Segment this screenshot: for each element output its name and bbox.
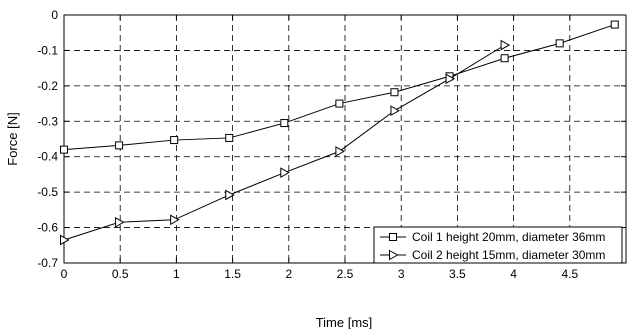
y-tick-label: -0.3	[37, 114, 58, 128]
data-point-triangle	[445, 73, 456, 85]
data-point-square	[335, 99, 344, 108]
data-point-square	[610, 20, 619, 29]
legend-label: Coil 1 height 20mm, diameter 36mm	[412, 230, 605, 244]
y-tick-label: 0	[51, 8, 58, 22]
data-point-square	[389, 233, 397, 241]
legend-box	[373, 226, 623, 264]
data-point-square	[555, 39, 564, 48]
x-tick-label: 4.5	[561, 267, 578, 281]
series-line	[63, 24, 615, 151]
data-point-triangle	[225, 189, 235, 201]
x-tick-label: 3.5	[449, 267, 466, 281]
data-point-square	[500, 54, 509, 63]
y-tick-label: -0.1	[37, 43, 58, 57]
series-line	[63, 44, 505, 241]
data-point-square	[115, 141, 124, 150]
y-tick-label: -0.2	[37, 79, 58, 93]
x-tick-label: 2	[285, 267, 292, 281]
y-tick-label: -0.5	[37, 185, 58, 199]
y-tick-label: -0.4	[37, 150, 58, 164]
series-2	[60, 39, 511, 246]
y-axis-title: Force [N]	[5, 112, 20, 165]
x-axis-title: Time [ms]	[316, 315, 373, 329]
data-point-triangle	[500, 39, 511, 51]
legend: Coil 1 height 20mm, diameter 36mm Coil 2 …	[373, 226, 623, 264]
x-tick-label: 1	[173, 267, 180, 281]
series-1	[60, 20, 619, 154]
data-point-triangle	[60, 234, 70, 246]
data-point-square	[60, 145, 68, 154]
y-axis: 0 -0.1 -0.2 -0.3 -0.4 -0.5 -0.6 -0.7	[37, 8, 626, 270]
x-tick-label: 1.5	[224, 267, 241, 281]
data-point-triangle	[170, 214, 180, 226]
x-axis: 0 0.5 1 1.5 2 2.5 3 3.5 4 4.5	[61, 15, 578, 281]
legend-item-1: Coil 1 height 20mm, diameter 36mm	[380, 230, 605, 244]
legend-label: Coil 2 height 15mm, diameter 30mm	[412, 248, 605, 262]
data-point-square	[225, 133, 234, 142]
y-tick-label: -0.6	[37, 221, 58, 235]
data-point-square	[280, 119, 289, 128]
grid-lines	[64, 15, 626, 263]
data-point-triangle	[389, 249, 399, 261]
series-group	[60, 20, 619, 246]
legend-item-2: Coil 2 height 15mm, diameter 30mm	[380, 248, 605, 262]
x-tick-label: 0	[61, 267, 68, 281]
x-tick-label: 0.5	[112, 267, 129, 281]
data-point-square	[390, 88, 399, 97]
data-point-triangle	[390, 105, 400, 117]
data-point-triangle	[280, 167, 290, 179]
data-point-square	[170, 136, 179, 145]
x-tick-label: 3	[398, 267, 405, 281]
x-tick-label: 2.5	[337, 267, 354, 281]
y-tick-label: -0.7	[37, 256, 58, 270]
data-point-triangle	[115, 216, 125, 228]
x-tick-label: 4	[510, 267, 517, 281]
data-point-triangle	[335, 146, 345, 157]
